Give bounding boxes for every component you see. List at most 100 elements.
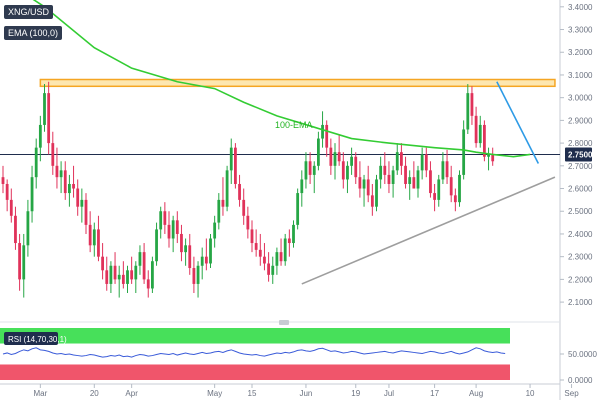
candle-body: [26, 211, 30, 246]
y-tick-label: 2.4000: [568, 230, 593, 239]
candle-body: [275, 252, 279, 266]
x-tick-label: Jun: [299, 389, 312, 398]
candle-body: [30, 177, 34, 212]
candle-body: [76, 188, 80, 207]
candle-body: [80, 199, 84, 207]
candle-body: [283, 238, 287, 262]
candle-body: [38, 124, 42, 148]
y-tick-label: 2.5000: [568, 207, 593, 216]
candle-body: [375, 179, 378, 207]
candle-body: [263, 256, 266, 264]
x-tick-label: Aug: [469, 389, 483, 398]
rsi-y-tick-label: 0.0000: [568, 376, 593, 385]
price-plot-area: [0, 0, 560, 318]
candle-body: [400, 152, 403, 166]
candle-body: [487, 154, 490, 157]
candle-body: [229, 147, 233, 171]
candle-body: [362, 179, 366, 189]
y-tick-label: 3.0000: [568, 94, 593, 103]
candle-body: [138, 252, 142, 266]
candle-body: [267, 263, 270, 275]
candle-body: [337, 152, 341, 162]
candle-body: [63, 170, 67, 194]
candle-body: [14, 215, 17, 244]
x-tick-label: 20: [90, 389, 99, 398]
current-price-tag: [565, 147, 592, 162]
candle-body: [55, 165, 59, 178]
candle-body: [271, 265, 275, 275]
candle-body: [387, 174, 391, 184]
ema-indicator-tag: EMA (100,0): [4, 26, 63, 40]
candle-body: [109, 265, 113, 284]
candle-body: [126, 270, 129, 284]
x-tick-label: 15: [248, 389, 257, 398]
x-tick-label: May: [207, 389, 222, 398]
candle-body: [51, 143, 55, 166]
candle-body: [134, 265, 138, 280]
candle-body: [171, 220, 175, 239]
candle-body: [383, 165, 387, 175]
candle-body: [188, 245, 192, 269]
candle-body: [453, 195, 457, 203]
candle-body: [146, 279, 150, 289]
rsi-line: [2, 347, 506, 358]
candle-body: [84, 199, 88, 225]
candle-body: [483, 124, 486, 157]
pane-resize-handle: [279, 320, 289, 325]
candle-body: [5, 183, 9, 200]
candle-body: [250, 229, 254, 244]
candle-body: [478, 124, 482, 144]
rsi-y-tick-label: 50.0000: [568, 350, 597, 359]
candle-body: [97, 229, 100, 257]
candle-body: [113, 265, 117, 280]
candle-body: [200, 256, 204, 266]
candle-body: [34, 147, 38, 178]
candle-body: [18, 243, 21, 280]
candle-body: [458, 174, 461, 203]
candle-body: [462, 129, 466, 175]
candle-body: [9, 199, 13, 216]
candle-body: [466, 93, 470, 130]
candle-body: [300, 179, 304, 194]
candle-body: [304, 161, 308, 180]
y-tick-label: 2.8000: [568, 139, 593, 148]
candle-body: [346, 165, 349, 180]
candle-body: [491, 154, 495, 162]
y-tick-label: 2.3000: [568, 253, 593, 262]
candle-body: [217, 199, 221, 223]
candle-body: [445, 161, 449, 178]
resistance-zone: [39, 78, 556, 88]
candle-body: [225, 170, 229, 207]
candle-body: [246, 215, 250, 230]
candle-body: [163, 211, 167, 225]
candle-body: [449, 177, 453, 196]
candle-body: [234, 147, 237, 184]
candle-body: [379, 165, 383, 180]
ema-annotation: 100-EMA: [275, 120, 313, 130]
rsi-overbought-zone: [0, 328, 510, 344]
candle-body: [474, 115, 478, 144]
y-tick-label: 2.2000: [568, 275, 593, 284]
resistance-trendline: [496, 81, 540, 164]
candle-body: [292, 224, 295, 244]
candle-body: [433, 193, 436, 200]
candle-body: [213, 222, 217, 239]
candle-body: [404, 165, 407, 184]
candle-body: [321, 124, 324, 139]
symbol-tag: XNG/USD: [4, 5, 54, 19]
candle-body: [317, 138, 320, 166]
candle-body: [121, 274, 125, 284]
candle-body: [59, 170, 63, 178]
rsi-tag-label: RSI (14,70,30,1): [8, 335, 67, 344]
candle-body: [175, 220, 179, 234]
y-tick-label: 3.2000: [568, 48, 593, 57]
rsi-tag-bg: [4, 332, 58, 345]
x-tick-label: 10: [526, 389, 535, 398]
candle-body: [238, 183, 241, 200]
y-tick-label: 2.9000: [568, 116, 593, 125]
candle-body: [167, 224, 171, 239]
candle-body: [296, 193, 300, 225]
candle-body: [312, 165, 316, 175]
